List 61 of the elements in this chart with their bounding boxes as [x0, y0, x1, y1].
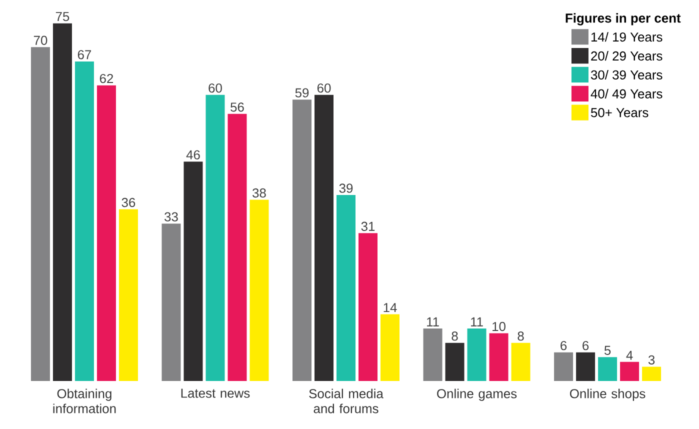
- bar: [380, 314, 400, 381]
- x-tick-label: Social media and forums: [309, 388, 384, 414]
- data-label: 11: [471, 317, 483, 326]
- x-tick-label: Obtaining information: [53, 388, 116, 414]
- data-label: 8: [452, 331, 458, 341]
- legend-label: 14/ 19 Years: [591, 32, 662, 42]
- bar: [511, 342, 530, 381]
- data-label: 70: [34, 36, 48, 45]
- legend-label: 30/ 39 Years: [590, 70, 662, 80]
- data-label: 36: [122, 198, 136, 208]
- data-label: 62: [100, 74, 114, 84]
- data-label: 8: [518, 331, 524, 341]
- bar: [576, 352, 596, 381]
- data-label: 33: [164, 212, 178, 222]
- x-tick-label: Online shops: [570, 388, 646, 401]
- data-label: 39: [339, 184, 353, 193]
- legend-title: Figures in per cent: [566, 13, 681, 26]
- data-label: 59: [295, 88, 309, 98]
- data-label: 6: [560, 341, 567, 350]
- legend-label: 20/ 29 Years: [591, 51, 662, 61]
- data-label: 38: [252, 188, 266, 198]
- legend-label: 50+ Years: [590, 108, 648, 118]
- bar: [554, 352, 574, 381]
- bar: [423, 328, 442, 381]
- bar: [118, 209, 138, 381]
- data-label: 75: [56, 12, 70, 22]
- bar: [336, 195, 356, 381]
- bar: [358, 233, 378, 381]
- bar: [292, 100, 312, 381]
- bar: [467, 328, 486, 381]
- data-label: 60: [208, 83, 222, 93]
- bar: [620, 362, 640, 381]
- data-label: 46: [186, 150, 200, 160]
- data-label: 5: [604, 346, 611, 355]
- bar: [96, 85, 116, 381]
- bar: [598, 357, 618, 381]
- bar: [52, 23, 72, 381]
- x-tick-label: Online games: [437, 388, 517, 401]
- data-label: 67: [78, 50, 92, 60]
- bar: [228, 114, 247, 381]
- data-label: 6: [582, 341, 589, 350]
- data-label: 10: [492, 322, 506, 332]
- data-label: 31: [361, 222, 375, 231]
- bar: [162, 224, 181, 381]
- bar: [314, 94, 334, 381]
- data-label: 3: [648, 355, 655, 364]
- data-label: 56: [230, 102, 244, 112]
- bar: [489, 333, 508, 381]
- data-label: 60: [317, 83, 331, 93]
- data-label: 14: [384, 303, 397, 312]
- data-label: 4: [626, 350, 633, 360]
- bar: [642, 366, 662, 381]
- bar: [206, 94, 225, 381]
- bar: [184, 162, 203, 381]
- legend-label: 40/ 49 Years: [590, 88, 662, 98]
- data-label: 11: [427, 317, 439, 326]
- bar: [74, 61, 94, 381]
- bar: [250, 200, 269, 381]
- bar: [445, 342, 464, 381]
- bar: [30, 47, 50, 381]
- x-tick-label: Latest news: [181, 388, 250, 398]
